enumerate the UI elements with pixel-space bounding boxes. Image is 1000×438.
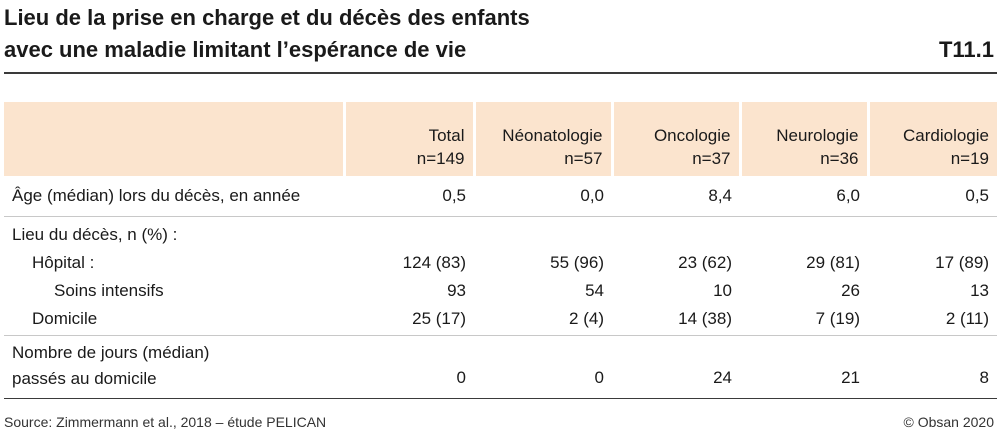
- table-cell: 14 (38): [612, 305, 740, 336]
- table-cell: 124 (83): [402, 253, 466, 272]
- table-row-age: Âge (médian) lors du décès, en année 0,5…: [4, 176, 997, 217]
- header-row: Total n=149 Néonatologie n=57 Oncologie …: [4, 102, 997, 176]
- title-line-2: avec une maladie limitant l’espérance de…: [4, 37, 467, 62]
- table-cell: 24: [713, 368, 732, 387]
- column-label: Neurologie: [776, 126, 859, 145]
- table-row-soins-intensifs: Soins intensifs 93 54 10 26 13: [4, 277, 997, 305]
- column-n: n=57: [564, 149, 603, 168]
- table-cell: 6,0: [740, 176, 868, 217]
- bottom-divider: [4, 398, 997, 399]
- row-label: Nombre de jours (médian) passés au domic…: [4, 336, 344, 397]
- table-cell: 29 (81): [806, 253, 860, 272]
- column-label: Total: [428, 126, 465, 145]
- data-table: Total n=149 Néonatologie n=57 Oncologie …: [4, 102, 997, 396]
- table-cell: 0,0: [474, 176, 612, 217]
- row-label-line-1: Nombre de jours (médian): [12, 343, 210, 362]
- table-id: T11.1: [938, 37, 994, 62]
- table-cell: 0,5: [868, 176, 997, 217]
- table-cell: 0,5: [344, 176, 474, 217]
- table-cell: 7 (19): [740, 305, 868, 336]
- header-neurologie: Neurologie n=36: [738, 102, 868, 176]
- column-n: n=37: [692, 149, 731, 168]
- table-cell: 21: [841, 368, 860, 387]
- table-cell: 54: [585, 281, 604, 300]
- header-oncologie: Oncologie n=37: [610, 102, 740, 176]
- table-cell: 17 (89): [935, 253, 989, 272]
- table-cell: 26: [841, 281, 860, 300]
- table-cell: 55 (96): [550, 253, 604, 272]
- table-cell: 13: [970, 281, 989, 300]
- table-cell: 0: [456, 368, 466, 387]
- header-empty-cell: [4, 102, 344, 176]
- table-cell: 93: [447, 281, 466, 300]
- source-note: Source: Zimmermann et al., 2018 – étude …: [4, 414, 327, 430]
- table-cell: 0: [594, 368, 604, 387]
- row-label: Âge (médian) lors du décès, en année: [4, 176, 344, 217]
- table-cell: 25 (17): [344, 305, 474, 336]
- table-row-lieu: Lieu du décès, n (%) :: [4, 217, 997, 250]
- table-row-domicile: Domicile 25 (17) 2 (4) 14 (38) 7 (19) 2 …: [4, 305, 997, 336]
- row-label: Domicile: [4, 305, 344, 336]
- table-cell: 8: [979, 368, 989, 387]
- table-row-jours-domicile: Nombre de jours (médian) passés au domic…: [4, 336, 997, 397]
- table-row-hopital: Hôpital : 124 (83) 55 (96) 23 (62) 29 (8…: [4, 249, 997, 277]
- column-label: Cardiologie: [903, 126, 989, 145]
- table-cell: 23 (62): [678, 253, 732, 272]
- table-cell: 2 (4): [474, 305, 612, 336]
- column-n: n=19: [950, 149, 989, 168]
- column-label: Néonatologie: [502, 126, 603, 145]
- row-label-line-2: passés au domicile: [12, 369, 157, 388]
- header-neonatologie: Néonatologie n=57: [472, 102, 612, 176]
- row-label: Hôpital :: [32, 253, 95, 272]
- table-cell: 8,4: [612, 176, 740, 217]
- table-cell: 2 (11): [868, 305, 997, 336]
- table-cell: 10: [713, 281, 732, 300]
- column-label: Oncologie: [653, 126, 731, 145]
- title-divider: [4, 72, 997, 74]
- header-total: Total n=149: [342, 102, 474, 176]
- column-n: n=36: [820, 149, 859, 168]
- row-label: Lieu du décès, n (%) :: [12, 225, 178, 244]
- copyright-note: © Obsan 2020: [903, 414, 995, 430]
- column-n: n=149: [416, 149, 465, 168]
- title-line-1: Lieu de la prise en charge et du décès d…: [4, 5, 530, 30]
- header-cardiologie: Cardiologie n=19: [866, 102, 997, 176]
- row-label: Soins intensifs: [54, 281, 164, 300]
- table-title: Lieu de la prise en charge et du décès d…: [4, 2, 994, 66]
